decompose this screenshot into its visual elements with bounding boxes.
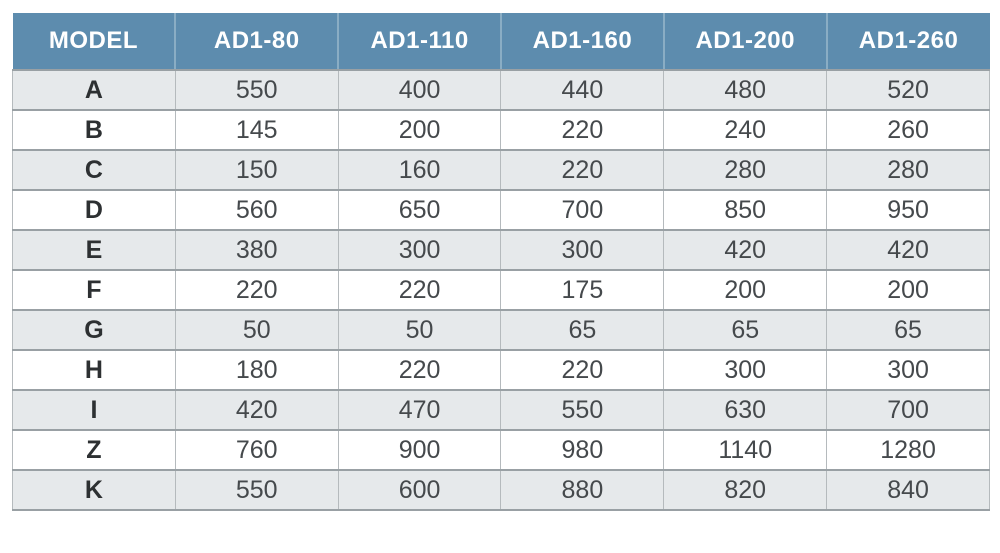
model-cell: B [12,109,176,150]
value-cell: 200 [663,269,828,310]
value-cell: 240 [663,109,828,150]
value-cell: 630 [663,389,828,430]
value-cell: 550 [174,70,339,110]
value-cell: 420 [663,229,828,270]
header-cell-ad1-80: AD1-80 [174,13,339,71]
value-cell: 200 [826,269,990,310]
dimensions-table: MODEL AD1-80 AD1-110 AD1-160 AD1-200 AD1… [12,13,990,511]
value-cell: 200 [337,109,502,150]
value-cell: 420 [826,229,990,270]
value-cell: 950 [826,189,990,230]
model-cell: H [12,349,176,390]
value-cell: 600 [337,469,502,511]
value-cell: 470 [337,389,502,430]
value-cell: 220 [337,349,502,390]
table-row: K 550 600 880 820 840 [12,469,990,511]
header-cell-ad1-160: AD1-160 [499,13,664,71]
value-cell: 480 [663,70,828,110]
model-cell: K [12,469,176,511]
value-cell: 550 [174,469,339,511]
value-cell: 420 [174,389,339,430]
model-cell: A [12,70,176,110]
value-cell: 1280 [826,429,990,470]
model-cell: G [12,309,176,350]
value-cell: 560 [174,189,339,230]
table-row: Z 760 900 980 1140 1280 [12,429,990,470]
model-cell: D [12,189,176,230]
model-cell: F [12,269,176,310]
value-cell: 300 [337,229,502,270]
header-cell-ad1-260: AD1-260 [825,13,990,71]
model-cell: Z [12,429,176,470]
value-cell: 220 [500,349,665,390]
model-cell: E [12,229,176,270]
value-cell: 300 [663,349,828,390]
value-cell: 1140 [663,429,828,470]
value-cell: 175 [500,269,665,310]
header-cell-model: MODEL [12,13,176,71]
value-cell: 65 [826,309,990,350]
value-cell: 50 [337,309,502,350]
value-cell: 650 [337,189,502,230]
value-cell: 220 [500,149,665,190]
value-cell: 220 [174,269,339,310]
value-cell: 280 [826,149,990,190]
value-cell: 700 [500,189,665,230]
value-cell: 760 [174,429,339,470]
value-cell: 980 [500,429,665,470]
table-row: H 180 220 220 300 300 [12,349,990,390]
value-cell: 300 [500,229,665,270]
value-cell: 520 [826,70,990,110]
value-cell: 220 [337,269,502,310]
value-cell: 850 [663,189,828,230]
value-cell: 300 [826,349,990,390]
header-cell-ad1-110: AD1-110 [337,13,501,71]
table-row: B 145 200 220 240 260 [12,109,990,150]
table-row: C 150 160 220 280 280 [12,149,990,190]
table-row: I 420 470 550 630 700 [12,389,990,430]
value-cell: 65 [500,309,665,350]
value-cell: 550 [500,389,665,430]
value-cell: 840 [826,469,990,511]
table-row: D 560 650 700 850 950 [12,189,990,230]
value-cell: 65 [663,309,828,350]
header-row: MODEL AD1-80 AD1-110 AD1-160 AD1-200 AD1… [12,13,990,71]
header-cell-ad1-200: AD1-200 [662,13,827,71]
value-cell: 145 [174,109,339,150]
value-cell: 160 [337,149,502,190]
value-cell: 50 [174,309,339,350]
value-cell: 820 [663,469,828,511]
value-cell: 700 [826,389,990,430]
value-cell: 900 [337,429,502,470]
value-cell: 880 [500,469,665,511]
value-cell: 220 [500,109,665,150]
table-row: F 220 220 175 200 200 [12,269,990,310]
spec-table-container: MODEL AD1-80 AD1-110 AD1-160 AD1-200 AD1… [12,13,990,511]
value-cell: 440 [500,70,665,110]
value-cell: 280 [663,149,828,190]
value-cell: 260 [826,109,990,150]
table-row: G 50 50 65 65 65 [12,309,990,350]
value-cell: 400 [337,70,502,110]
value-cell: 180 [174,349,339,390]
table-header: MODEL AD1-80 AD1-110 AD1-160 AD1-200 AD1… [12,13,990,71]
value-cell: 380 [174,229,339,270]
table-row: A 550 400 440 480 520 [12,70,990,110]
model-cell: C [12,149,176,190]
table-body: A 550 400 440 480 520 B 145 200 220 240 260 C 150 160 2… [12,70,990,511]
model-cell: I [12,389,176,430]
value-cell: 150 [174,149,339,190]
table-row: E 380 300 300 420 420 [12,229,990,270]
